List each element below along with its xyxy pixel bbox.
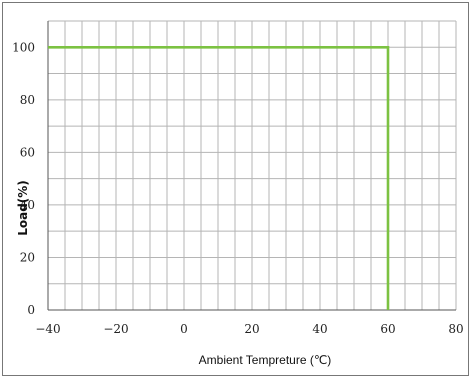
y-tick-labels: 0 20 40 60 80 100: [12, 40, 35, 317]
x-tick-label: 0: [180, 322, 188, 336]
y-tick-label: 20: [20, 250, 35, 264]
x-tick-label: 80: [448, 322, 463, 336]
x-tick-label: 20: [244, 322, 259, 336]
x-axis-title: Ambient Tempreture (℃): [199, 353, 332, 367]
grid-lines: [47, 20, 457, 311]
series-layer: [48, 45, 390, 310]
series-line: [48, 45, 390, 310]
y-axis-title: Load(%): [16, 180, 30, 236]
x-tick-label: 40: [312, 322, 327, 336]
y-tick-label: 100: [12, 40, 35, 54]
y-tick-label: 0: [27, 303, 35, 317]
y-tick-label: 60: [20, 145, 35, 159]
y-tick-label: 40: [20, 198, 35, 212]
x-tick-label: −20: [103, 322, 128, 336]
x-tick-labels: −40 −20 0 20 40 60 80: [35, 322, 463, 336]
x-tick-label: −40: [35, 322, 60, 336]
y-tick-label: 80: [20, 93, 35, 107]
x-tick-label: 60: [380, 322, 395, 336]
